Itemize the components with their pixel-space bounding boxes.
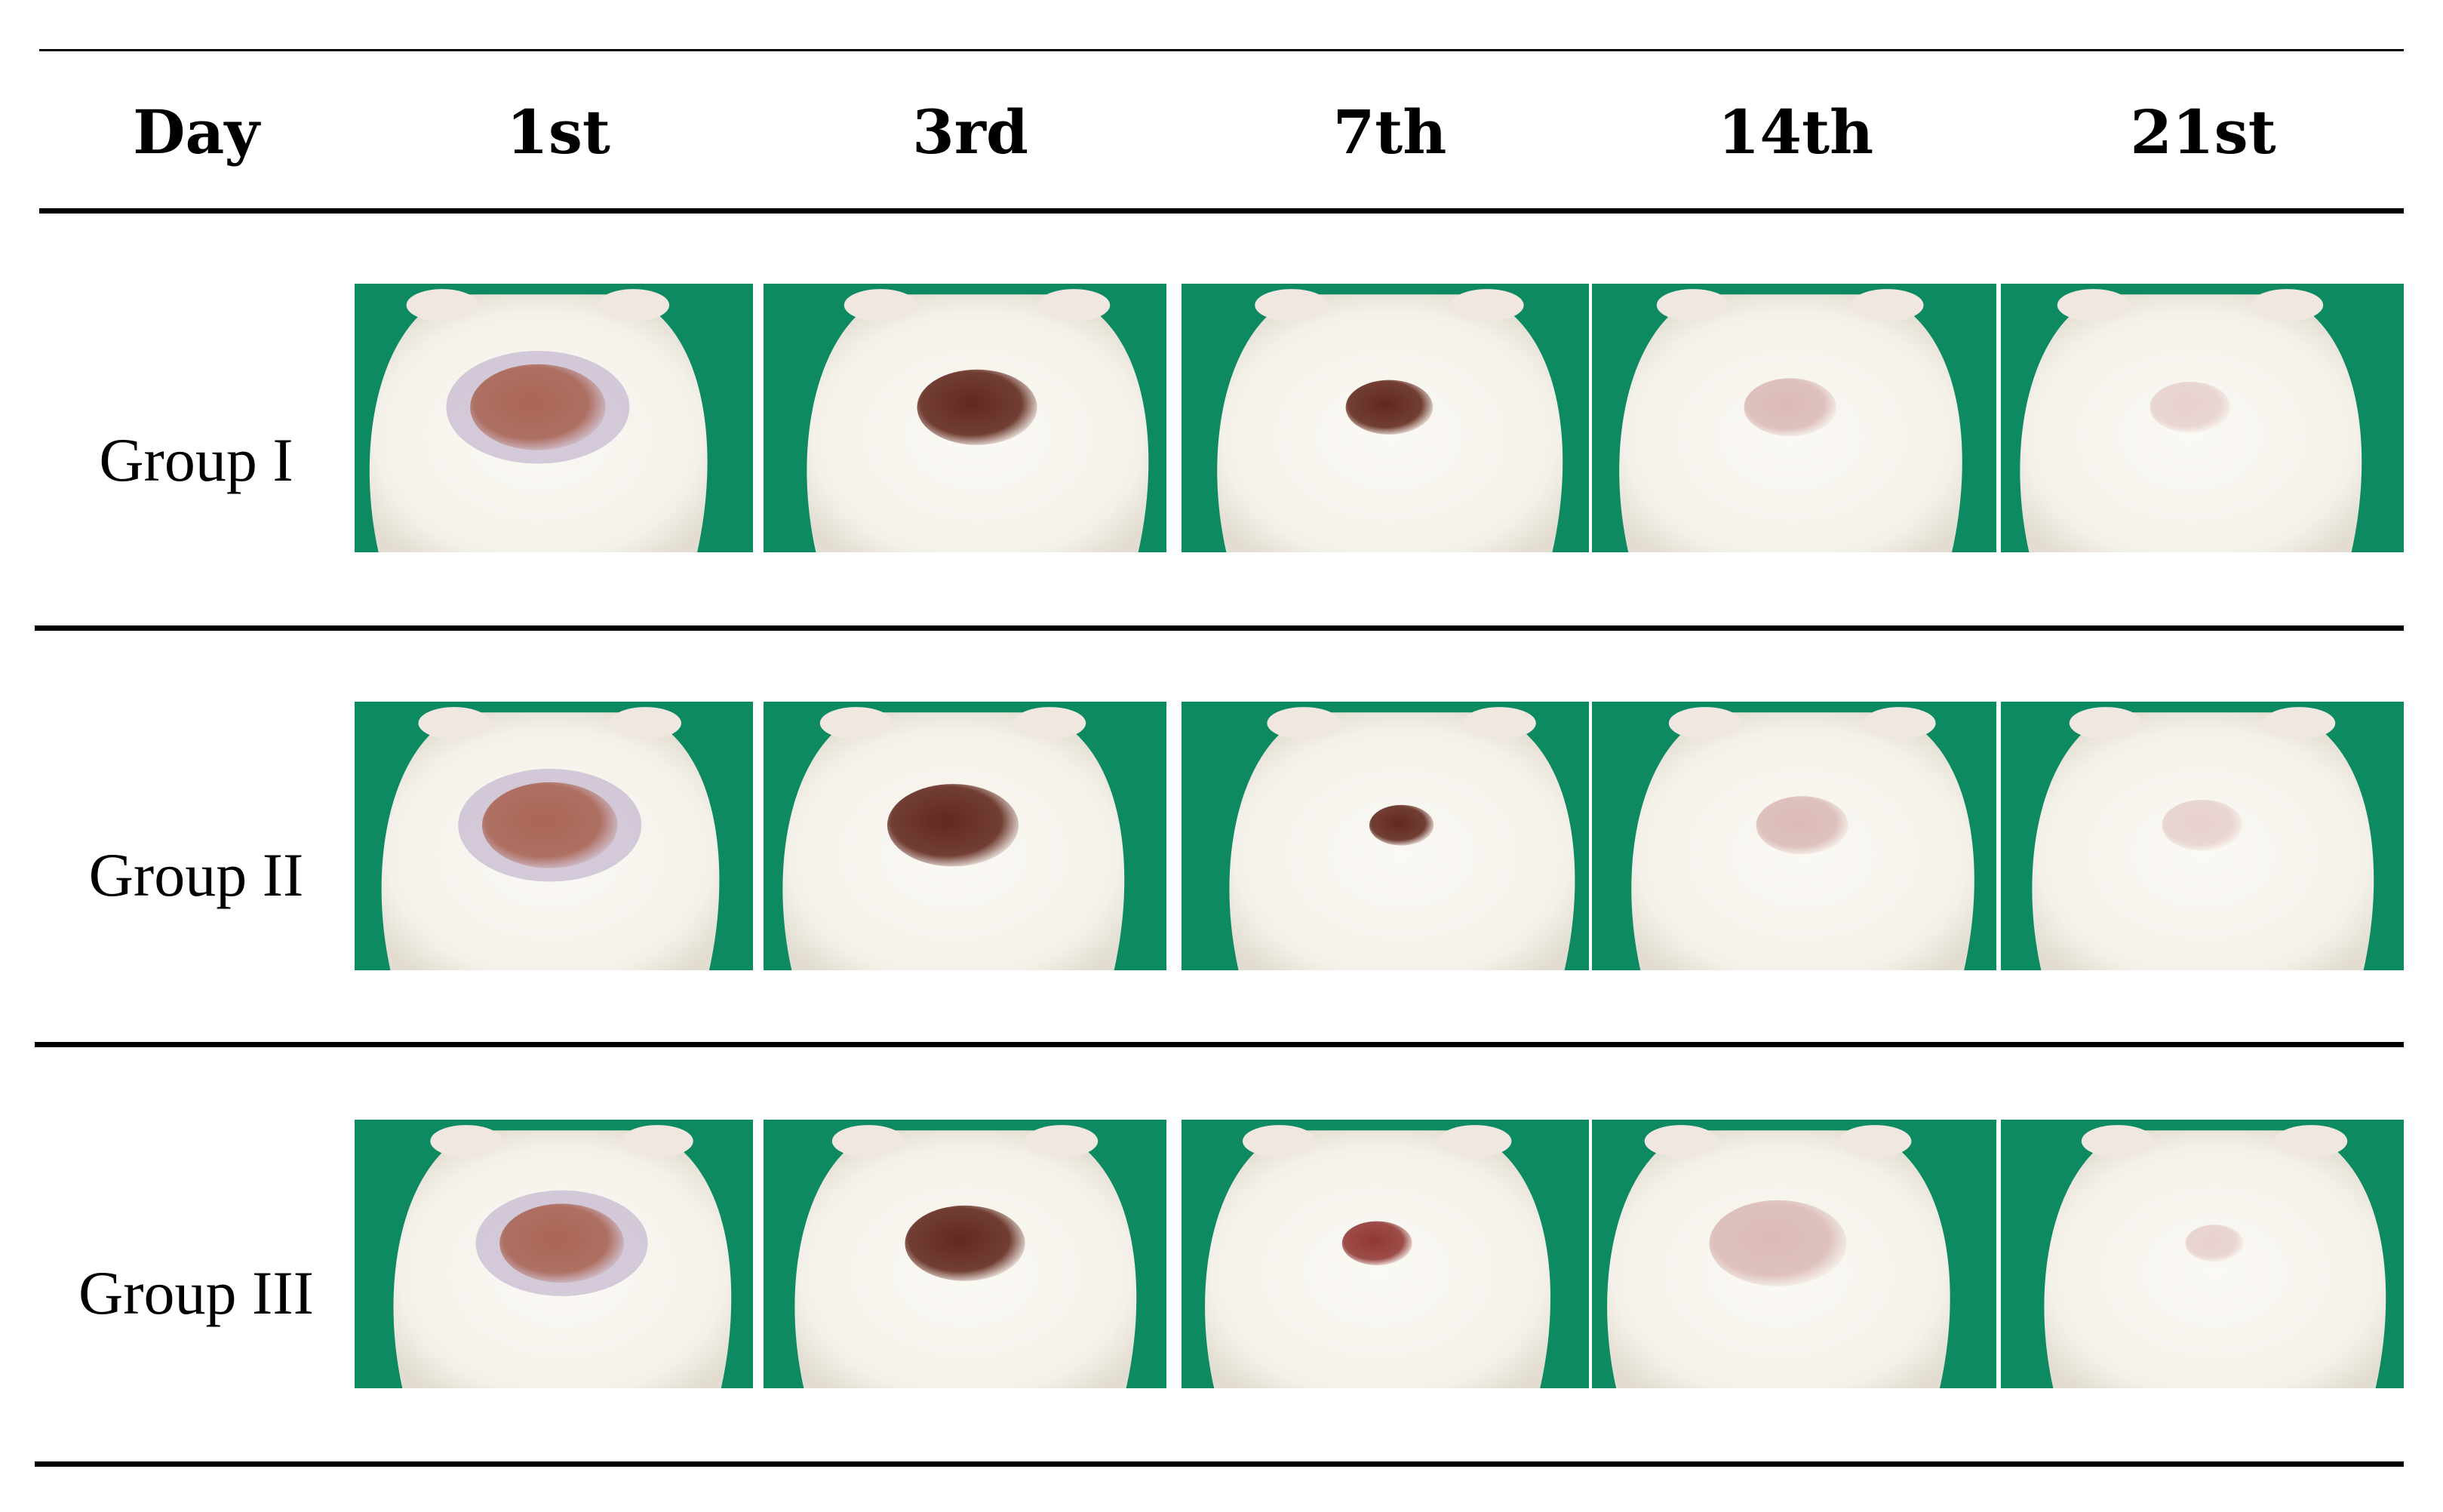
- wound-photo-group-1-day-1st: [355, 284, 753, 552]
- mouse-ear-right: [1025, 1125, 1099, 1157]
- wound-photo-group-1-day-3rd: [764, 284, 1166, 552]
- mouse-ear-left: [418, 707, 490, 739]
- wound-photo-group-3-day-3rd: [764, 1120, 1166, 1388]
- wound-photo-group-2-day-7th: [1182, 702, 1589, 970]
- wound-area: [2162, 799, 2243, 851]
- wound-area: [2185, 1225, 2244, 1262]
- header-rule: [39, 208, 2404, 214]
- day-3rd-header: 3rd: [912, 97, 1028, 167]
- wound-area: [887, 784, 1019, 867]
- wound-photo-group-1-day-21st: [2001, 284, 2404, 552]
- wound-photo-group-3-day-1st: [355, 1120, 753, 1388]
- mouse-ear-right: [1450, 289, 1524, 321]
- wound-area: [1744, 378, 1836, 437]
- wound-area: [917, 369, 1037, 445]
- wound-photo-group-3-day-14th: [1592, 1120, 1996, 1388]
- top-rule: [39, 49, 2404, 51]
- mouse-ear-left: [844, 289, 917, 321]
- wound-area: [1345, 380, 1434, 435]
- wound-photo-group-2-day-1st: [355, 702, 753, 970]
- mouse-ear-right: [2251, 289, 2324, 321]
- mouse-ear-left: [1255, 289, 1329, 321]
- wound-area: [481, 782, 618, 868]
- mouse-ear-right: [1037, 289, 1111, 321]
- mouse-ear-left: [831, 1125, 905, 1157]
- mouse-ear-left: [406, 289, 478, 321]
- day-21st-header: 21st: [2130, 97, 2276, 167]
- mouse-ear-right: [609, 707, 681, 739]
- wound-photo-group-3-day-21st: [2001, 1120, 2404, 1388]
- group-1-label: Group I: [99, 426, 293, 494]
- mouse-ear-right: [2275, 1125, 2348, 1157]
- wound-photo-group-2-day-3rd: [764, 702, 1166, 970]
- wound-photo-group-1-day-7th: [1182, 284, 1589, 552]
- mouse-ear-right: [1863, 707, 1936, 739]
- wound-photo-group-3-day-7th: [1182, 1120, 1589, 1388]
- wound-area: [1341, 1221, 1412, 1265]
- mouse-ear-left: [1644, 1125, 1718, 1157]
- wound-area: [470, 364, 606, 450]
- mouse-ear-right: [621, 1125, 693, 1157]
- mouse-ear-left: [1267, 707, 1341, 739]
- mouse-ear-right: [1462, 707, 1536, 739]
- wound-area: [1369, 804, 1434, 846]
- wound-area: [905, 1205, 1025, 1281]
- mouse-ear-right: [1438, 1125, 1512, 1157]
- mouse-ear-left: [819, 707, 893, 739]
- group-3-label: Group III: [78, 1258, 314, 1327]
- mouse-ear-right: [1013, 707, 1086, 739]
- mouse-ear-right: [2263, 707, 2336, 739]
- wound-area: [499, 1203, 624, 1283]
- day-7th-header: 7th: [1332, 97, 1447, 167]
- day-14th-header: 14th: [1717, 97, 1874, 167]
- mouse-ear-right: [598, 289, 670, 321]
- mouse-ear-left: [1243, 1125, 1317, 1157]
- mouse-ear-left: [430, 1125, 502, 1157]
- row-rule-1: [35, 625, 2404, 631]
- wound-area: [1756, 796, 1848, 855]
- mouse-ear-left: [1656, 289, 1730, 321]
- wound-area: [1709, 1200, 1847, 1286]
- wound-photo-group-1-day-14th: [1592, 284, 1996, 552]
- mouse-ear-right: [1838, 1125, 1912, 1157]
- wound-area: [2150, 381, 2231, 433]
- day-header: Day: [133, 97, 260, 167]
- row-rule-2: [35, 1042, 2404, 1047]
- mouse-ear-left: [2057, 289, 2130, 321]
- day-1st-header: 1st: [506, 97, 610, 167]
- mouse-ear-left: [1668, 707, 1742, 739]
- mouse-ear-right: [1851, 289, 1924, 321]
- wound-photo-group-2-day-14th: [1592, 702, 1996, 970]
- wound-photo-group-2-day-21st: [2001, 702, 2404, 970]
- group-2-label: Group II: [88, 841, 304, 909]
- bottom-rule: [35, 1461, 2404, 1467]
- mouse-ear-left: [2081, 1125, 2154, 1157]
- mouse-ear-left: [2069, 707, 2142, 739]
